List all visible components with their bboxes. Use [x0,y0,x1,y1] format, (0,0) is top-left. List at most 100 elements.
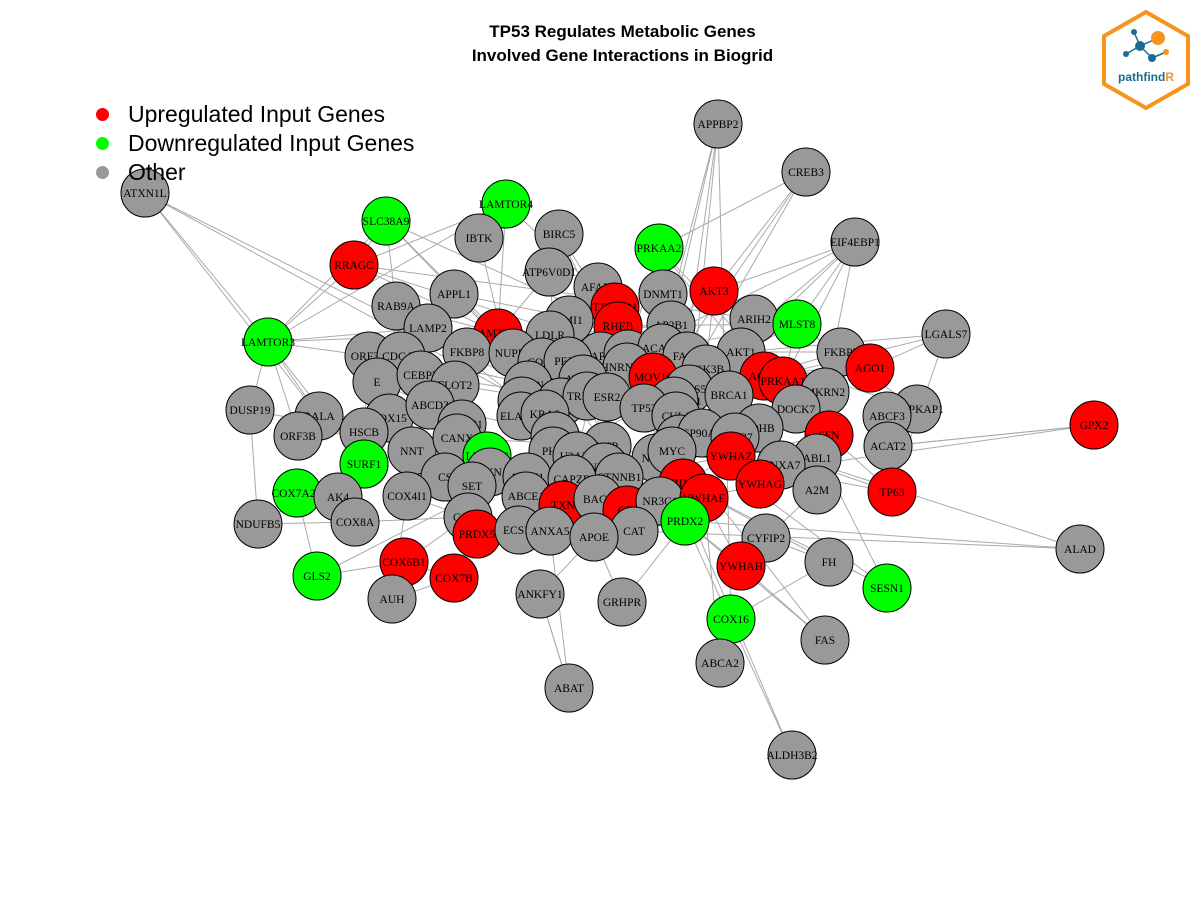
node-circle-fh [804,537,854,587]
edge-eif4ebp1-prkaa1 [782,241,856,382]
edge-alad-cat [633,530,1081,550]
node-label-acat2: ACAT2 [870,441,906,453]
node-label-abcf3: ABCF3 [869,411,905,423]
node-label-brca1: BRCA1 [710,390,747,402]
node-abat: ABAT [544,663,594,713]
node-ibtk: IBTK [454,213,504,263]
logo-text-main: pathfind [1118,70,1165,84]
node-label-fas: FAS [815,635,835,647]
node-rragc: RRAGC [329,240,379,290]
node-label-ndufb5: NDUFB5 [236,519,281,531]
legend-label-down: Downregulated Input Genes [128,130,415,156]
node-label-a2m: A2M [805,485,829,497]
node-label-ywhah: YWHAH [719,561,763,573]
node-label-prkaa2: PRKAA2 [637,243,682,255]
node-ankfy1: ANKFY1 [515,569,565,619]
node-label-appbp2: APPBP2 [698,119,739,131]
node-cox4i1: COX4I1 [382,471,432,521]
node-lamtor4: LAMTOR4 [479,179,533,229]
node-circle-gpx2 [1069,400,1119,450]
node-circle-lamtor3 [243,317,293,367]
node-ywhah: YWHAH [716,541,766,591]
node-a2m: A2M [792,465,842,515]
node-label-cox8a: COX8A [336,517,375,529]
node-circle-abca2 [695,638,745,688]
node-circle-atxn1l [120,168,170,218]
node-slc38a9: SLC38A9 [361,196,411,246]
node-label-ywhaz: YWHAZ [710,451,753,463]
node-anxa5: ANXA5 [525,506,575,556]
node-label-rab9a: RAB9A [377,301,415,313]
node-label-lamtor4: LAMTOR4 [479,199,533,211]
node-lamtor3: LAMTOR3 [241,317,295,367]
node-label-cox7b: COX7B [435,573,473,585]
chart-title-line2: Involved Gene Interactions in Biogrid [471,46,774,65]
node-label-cox7a2l: COX7A2L [271,488,322,500]
node-label-rragc: RRAGC [334,260,374,272]
edge-lamtor3-lamp2 [267,327,429,343]
node-circle-orf3b [273,411,323,461]
node-apoe: APOE [569,512,619,562]
node-label-akt3: AKT3 [699,286,729,298]
node-label-cat: CAT [623,526,645,538]
node-fh: FH [804,537,854,587]
pathfindr-logo: pathfindR [1102,9,1190,111]
edge-rragc-lamtor1 [353,264,499,334]
node-label-nnt: NNT [400,446,424,458]
node-label-ibtk: IBTK [466,233,494,245]
node-label-cox4i1: COX4I1 [387,491,427,503]
node-brca1: BRCA1 [704,370,754,420]
node-label-prdx5: PRDX5 [459,529,496,541]
chart-title-line1: TP53 Regulates Metabolic Genes [489,22,756,41]
node-circle-auh [367,574,417,624]
node-circle-appl1 [429,269,479,319]
node-circle-eif4ebp1 [830,217,880,267]
node-circle-prdx2 [660,496,710,546]
node-circle-apoe [569,512,619,562]
node-label-apoe: APOE [579,532,609,544]
node-label-lamtor3: LAMTOR3 [241,337,295,349]
node-grhpr: GRHPR [597,577,647,627]
legend-label-other: Other [128,159,186,185]
node-cox6b1: COX6B1 [379,537,429,587]
edge-creb3-prkaa2 [658,171,807,249]
node-circle-sesn1 [862,563,912,613]
node-label-fkbp8: FKBP8 [450,347,485,359]
node-label-birc5: BIRC5 [543,229,576,241]
node-esr2: ESR2 [582,372,632,422]
legend-item-up: Upregulated Input Genes [96,100,414,129]
node-label-cox16: COX16 [713,614,749,626]
node-label-tp53: TP53 [632,403,657,415]
legend-item-other: Other [96,158,414,187]
edge-atxn1l-lamtor3 [144,192,269,343]
node-label-cox6b1: COX6B1 [382,557,426,569]
node-label-creb3: CREB3 [788,167,824,179]
node-circle-ago1 [845,343,895,393]
node-sesn1: SESN1 [862,563,912,613]
node-label-dnmt1: DNMT1 [643,289,683,301]
node-alad: ALAD [1055,524,1105,574]
node-circle-fas [800,615,850,665]
edge-gpx2-acat2 [887,424,1095,447]
node-ywhag: YWHAG [735,459,785,509]
node-tp63: TP63 [867,467,917,517]
node-birc5: BIRC5 [534,209,584,259]
node-circle-alad [1055,524,1105,574]
node-auh: AUH [367,574,417,624]
node-label-anxa5: ANXA5 [531,526,570,538]
node-label-esr2: ESR2 [594,392,621,404]
node-label-ywhag: YWHAG [738,479,782,491]
node-circle-ankfy1 [515,569,565,619]
node-cox8a: COX8A [330,497,380,547]
node-label-surf1: SURF1 [347,459,382,471]
node-label-lamp2: LAMP2 [409,323,447,335]
node-label-slc38a9: SLC38A9 [363,216,410,228]
node-atxn1l: ATXN1L [120,168,170,218]
legend-item-down: Downregulated Input Genes [96,129,414,158]
chart-title: TP53 Regulates Metabolic Genes Involved … [0,20,1200,68]
node-circle-lamtor4 [481,179,531,229]
node-label-abce1: ABCE1 [508,491,545,503]
node-circle-atp6v0d1 [524,247,574,297]
node-label-gpx2: GPX2 [1080,420,1109,432]
